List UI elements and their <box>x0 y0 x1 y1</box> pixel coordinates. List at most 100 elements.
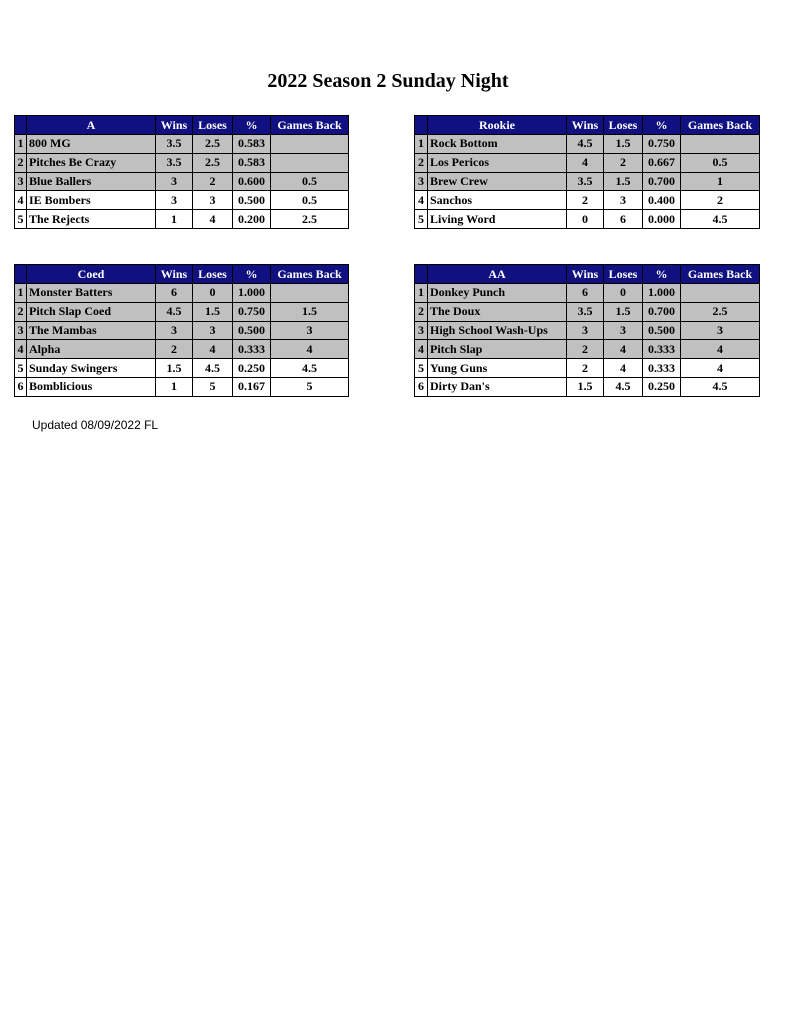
team-row: 5 Yung Guns 2 4 0.333 4 <box>414 358 760 378</box>
stat-cell: 2 <box>192 171 233 192</box>
header-cell: Loses <box>192 115 233 135</box>
header-cell: Wins <box>155 264 193 284</box>
team-row: 3 High School Wash-Ups 3 3 0.500 3 <box>414 320 760 341</box>
stat-cell: 4.5 <box>192 358 233 378</box>
team-row: 3 Blue Ballers 3 2 0.600 0.5 <box>14 171 349 192</box>
stat-cell: 0.500 <box>232 190 271 211</box>
stat-cell: 0.000 <box>642 209 681 229</box>
stat-cell: 2 <box>566 190 604 211</box>
rank-cell: 2 <box>414 301 428 322</box>
stat-cell: 1.5 <box>566 376 604 397</box>
stat-cell: 0.333 <box>232 339 271 360</box>
team-row: 2 Pitches Be Crazy 3.5 2.5 0.583 <box>14 152 349 173</box>
stat-cell: 0.5 <box>680 152 760 173</box>
stat-cell: 3 <box>603 190 643 211</box>
rank-cell: 3 <box>14 320 27 341</box>
stat-cell: 3 <box>192 320 233 341</box>
header-cell: Loses <box>192 264 233 284</box>
stat-cell: 4.5 <box>566 134 604 154</box>
team-row: 1 Monster Batters 6 0 1.000 <box>14 283 349 303</box>
rank-cell: 4 <box>14 339 27 360</box>
team-row: 4 Alpha 2 4 0.333 4 <box>14 339 349 360</box>
team-name: Rock Bottom <box>427 134 567 154</box>
header-cell: Coed <box>26 264 156 284</box>
rank-cell: 4 <box>14 190 27 211</box>
header-cell: % <box>642 115 681 135</box>
header-cell: Rookie <box>427 115 567 135</box>
stat-cell: 0.500 <box>642 320 681 341</box>
stat-cell <box>270 134 349 154</box>
stat-cell: 4.5 <box>603 376 643 397</box>
stat-cell: 6 <box>603 209 643 229</box>
team-row: 3 The Mambas 3 3 0.500 3 <box>14 320 349 341</box>
header-cell: Games Back <box>680 115 760 135</box>
rank-cell: 1 <box>414 134 428 154</box>
header-row: A Wins Loses% Games Back <box>14 115 349 135</box>
stat-cell: 2 <box>680 190 760 211</box>
team-row: 5 The Rejects 1 4 0.200 2.5 <box>14 209 349 229</box>
rank-cell: 4 <box>414 339 428 360</box>
stat-cell: 3 <box>155 190 193 211</box>
updated-note: Updated 08/09/2022 FL <box>32 418 159 432</box>
stat-cell: 1.5 <box>155 358 193 378</box>
header-row: Rookie Wins Loses% Games Back <box>414 115 760 135</box>
stat-cell: 0.5 <box>270 171 349 192</box>
stat-cell: 3 <box>566 320 604 341</box>
stat-cell: 2.5 <box>192 134 233 154</box>
stat-cell: 5 <box>270 376 349 397</box>
header-cell: Games Back <box>270 115 349 135</box>
stat-cell <box>680 134 760 154</box>
stat-cell: 2 <box>566 358 604 378</box>
team-name: Living Word <box>427 209 567 229</box>
team-name: Sanchos <box>427 190 567 211</box>
header-cell: Loses <box>603 264 643 284</box>
standings-table: Coed Wins Loses% Games Back 1 Monster Batters… <box>14 264 349 397</box>
team-row: 2 The Doux 3.5 1.5 0.700 2.5 <box>414 301 760 322</box>
team-name: The Mambas <box>26 320 156 341</box>
header-cell: % <box>232 115 271 135</box>
team-row: 1 Donkey Punch 6 0 1.000 <box>414 283 760 303</box>
stat-cell: 0.667 <box>642 152 681 173</box>
team-name: Monster Batters <box>26 283 156 303</box>
stat-cell <box>680 283 760 303</box>
standings-table: Rookie Wins Loses% Games Back 1 Rock Bottom 4.… <box>414 115 760 229</box>
team-name: Blue Ballers <box>26 171 156 192</box>
stat-cell: 4.5 <box>270 358 349 378</box>
header-cell: % <box>232 264 271 284</box>
stat-cell: 3 <box>155 171 193 192</box>
stat-cell: 3.5 <box>155 134 193 154</box>
rank-cell: 3 <box>14 171 27 192</box>
team-name: Sunday Swingers <box>26 358 156 378</box>
stat-cell: 1 <box>155 209 193 229</box>
stat-cell: 0.333 <box>642 339 681 360</box>
stat-cell: 1.5 <box>270 301 349 322</box>
stat-cell: 2 <box>603 152 643 173</box>
team-row: 5 Sunday Swingers 1.5 4.5 0.250 4.5 <box>14 358 349 378</box>
stat-cell: 3 <box>270 320 349 341</box>
team-name: Yung Guns <box>427 358 567 378</box>
stat-cell: 0 <box>566 209 604 229</box>
stat-cell <box>270 283 349 303</box>
stat-cell: 0.250 <box>642 376 681 397</box>
rank-cell: 5 <box>414 358 428 378</box>
team-row: 6 Dirty Dan's 1.5 4.5 0.250 4.5 <box>414 376 760 397</box>
team-row: 1 800 MG 3.5 2.5 0.583 <box>14 134 349 154</box>
stat-cell: 0.200 <box>232 209 271 229</box>
stat-cell: 1.5 <box>603 301 643 322</box>
header-cell <box>414 264 428 284</box>
rank-cell: 1 <box>14 134 27 154</box>
rank-cell: 2 <box>14 301 27 322</box>
rank-cell: 6 <box>14 376 27 397</box>
header-cell: % <box>642 264 681 284</box>
stat-cell: 1.000 <box>232 283 271 303</box>
stat-cell: 0 <box>603 283 643 303</box>
stat-cell: 3 <box>680 320 760 341</box>
rank-cell: 3 <box>414 171 428 192</box>
rank-cell: 1 <box>414 283 428 303</box>
team-name: The Doux <box>427 301 567 322</box>
team-row: 5 Living Word 0 6 0.000 4.5 <box>414 209 760 229</box>
stat-cell: 0.400 <box>642 190 681 211</box>
stat-cell: 1 <box>155 376 193 397</box>
stat-cell: 0.583 <box>232 152 271 173</box>
